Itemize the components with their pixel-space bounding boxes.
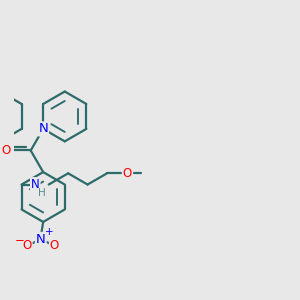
Text: −: − (14, 234, 24, 247)
Text: O: O (22, 239, 32, 252)
Text: O: O (123, 167, 132, 180)
Text: N: N (31, 178, 40, 191)
Text: N: N (36, 233, 46, 246)
Text: +: + (45, 227, 54, 237)
Text: O: O (1, 144, 10, 157)
Text: H: H (38, 188, 46, 198)
Text: N: N (38, 122, 48, 135)
Text: O: O (50, 239, 59, 252)
